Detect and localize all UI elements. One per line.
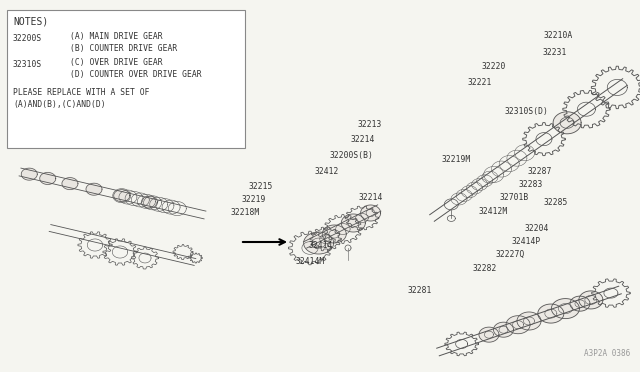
Text: 32283: 32283 (518, 180, 543, 189)
Text: 32281: 32281 (407, 286, 431, 295)
Text: 32221: 32221 (467, 78, 492, 87)
Polygon shape (553, 112, 581, 134)
Text: 32227Q: 32227Q (496, 250, 525, 259)
Text: 32310S: 32310S (13, 60, 42, 69)
Polygon shape (40, 173, 56, 185)
Text: 32414M: 32414M (296, 257, 325, 266)
Polygon shape (341, 214, 365, 232)
Text: (A)AND(B),(C)AND(D): (A)AND(B),(C)AND(D) (13, 100, 106, 109)
Text: 32219M: 32219M (442, 155, 471, 164)
Text: 32213: 32213 (357, 120, 381, 129)
Text: 32218M: 32218M (230, 208, 260, 217)
Polygon shape (141, 196, 157, 208)
Polygon shape (323, 225, 346, 243)
Bar (7, 10, 245, 148)
Polygon shape (552, 299, 579, 318)
Text: 32701B: 32701B (499, 193, 529, 202)
Text: 32412: 32412 (315, 167, 339, 176)
Polygon shape (86, 183, 102, 195)
Text: 32231: 32231 (543, 48, 567, 57)
Polygon shape (493, 322, 513, 337)
Text: (C) OVER DRIVE GEAR: (C) OVER DRIVE GEAR (70, 58, 163, 67)
Text: (D) COUNTER OVER DRIVE GEAR: (D) COUNTER OVER DRIVE GEAR (70, 70, 202, 79)
Text: 32310S(D): 32310S(D) (504, 107, 548, 116)
Text: 32210A: 32210A (544, 31, 573, 40)
Polygon shape (538, 304, 564, 323)
Polygon shape (570, 296, 590, 311)
Text: 32214: 32214 (358, 193, 383, 202)
Text: 32285: 32285 (544, 198, 568, 207)
Text: PLEASE REPLACE WITH A SET OF: PLEASE REPLACE WITH A SET OF (13, 88, 150, 97)
Polygon shape (506, 316, 530, 334)
Text: 32287: 32287 (528, 167, 552, 176)
Text: 32200S(B): 32200S(B) (330, 151, 374, 160)
Polygon shape (360, 205, 381, 221)
Text: A3P2A 0386: A3P2A 0386 (584, 349, 630, 358)
Text: 32204: 32204 (525, 224, 549, 233)
Text: 32200S: 32200S (13, 34, 42, 43)
Text: 32214: 32214 (351, 135, 375, 144)
Polygon shape (579, 291, 603, 309)
Text: NOTES): NOTES) (13, 16, 48, 26)
Polygon shape (517, 312, 541, 330)
Polygon shape (21, 168, 37, 180)
Text: 32220: 32220 (481, 62, 506, 71)
Polygon shape (303, 232, 333, 254)
Text: 32215: 32215 (248, 182, 273, 190)
Text: (B) COUNTER DRIVE GEAR: (B) COUNTER DRIVE GEAR (70, 44, 177, 53)
Text: 32414: 32414 (308, 241, 333, 250)
Text: 32282: 32282 (472, 264, 497, 273)
Polygon shape (479, 327, 499, 342)
Text: 32412M: 32412M (479, 207, 508, 216)
Text: 32219: 32219 (242, 195, 266, 203)
Text: 32414P: 32414P (512, 237, 541, 246)
Polygon shape (62, 177, 78, 190)
Text: (A) MAIN DRIVE GEAR: (A) MAIN DRIVE GEAR (70, 32, 163, 41)
Polygon shape (114, 190, 130, 202)
